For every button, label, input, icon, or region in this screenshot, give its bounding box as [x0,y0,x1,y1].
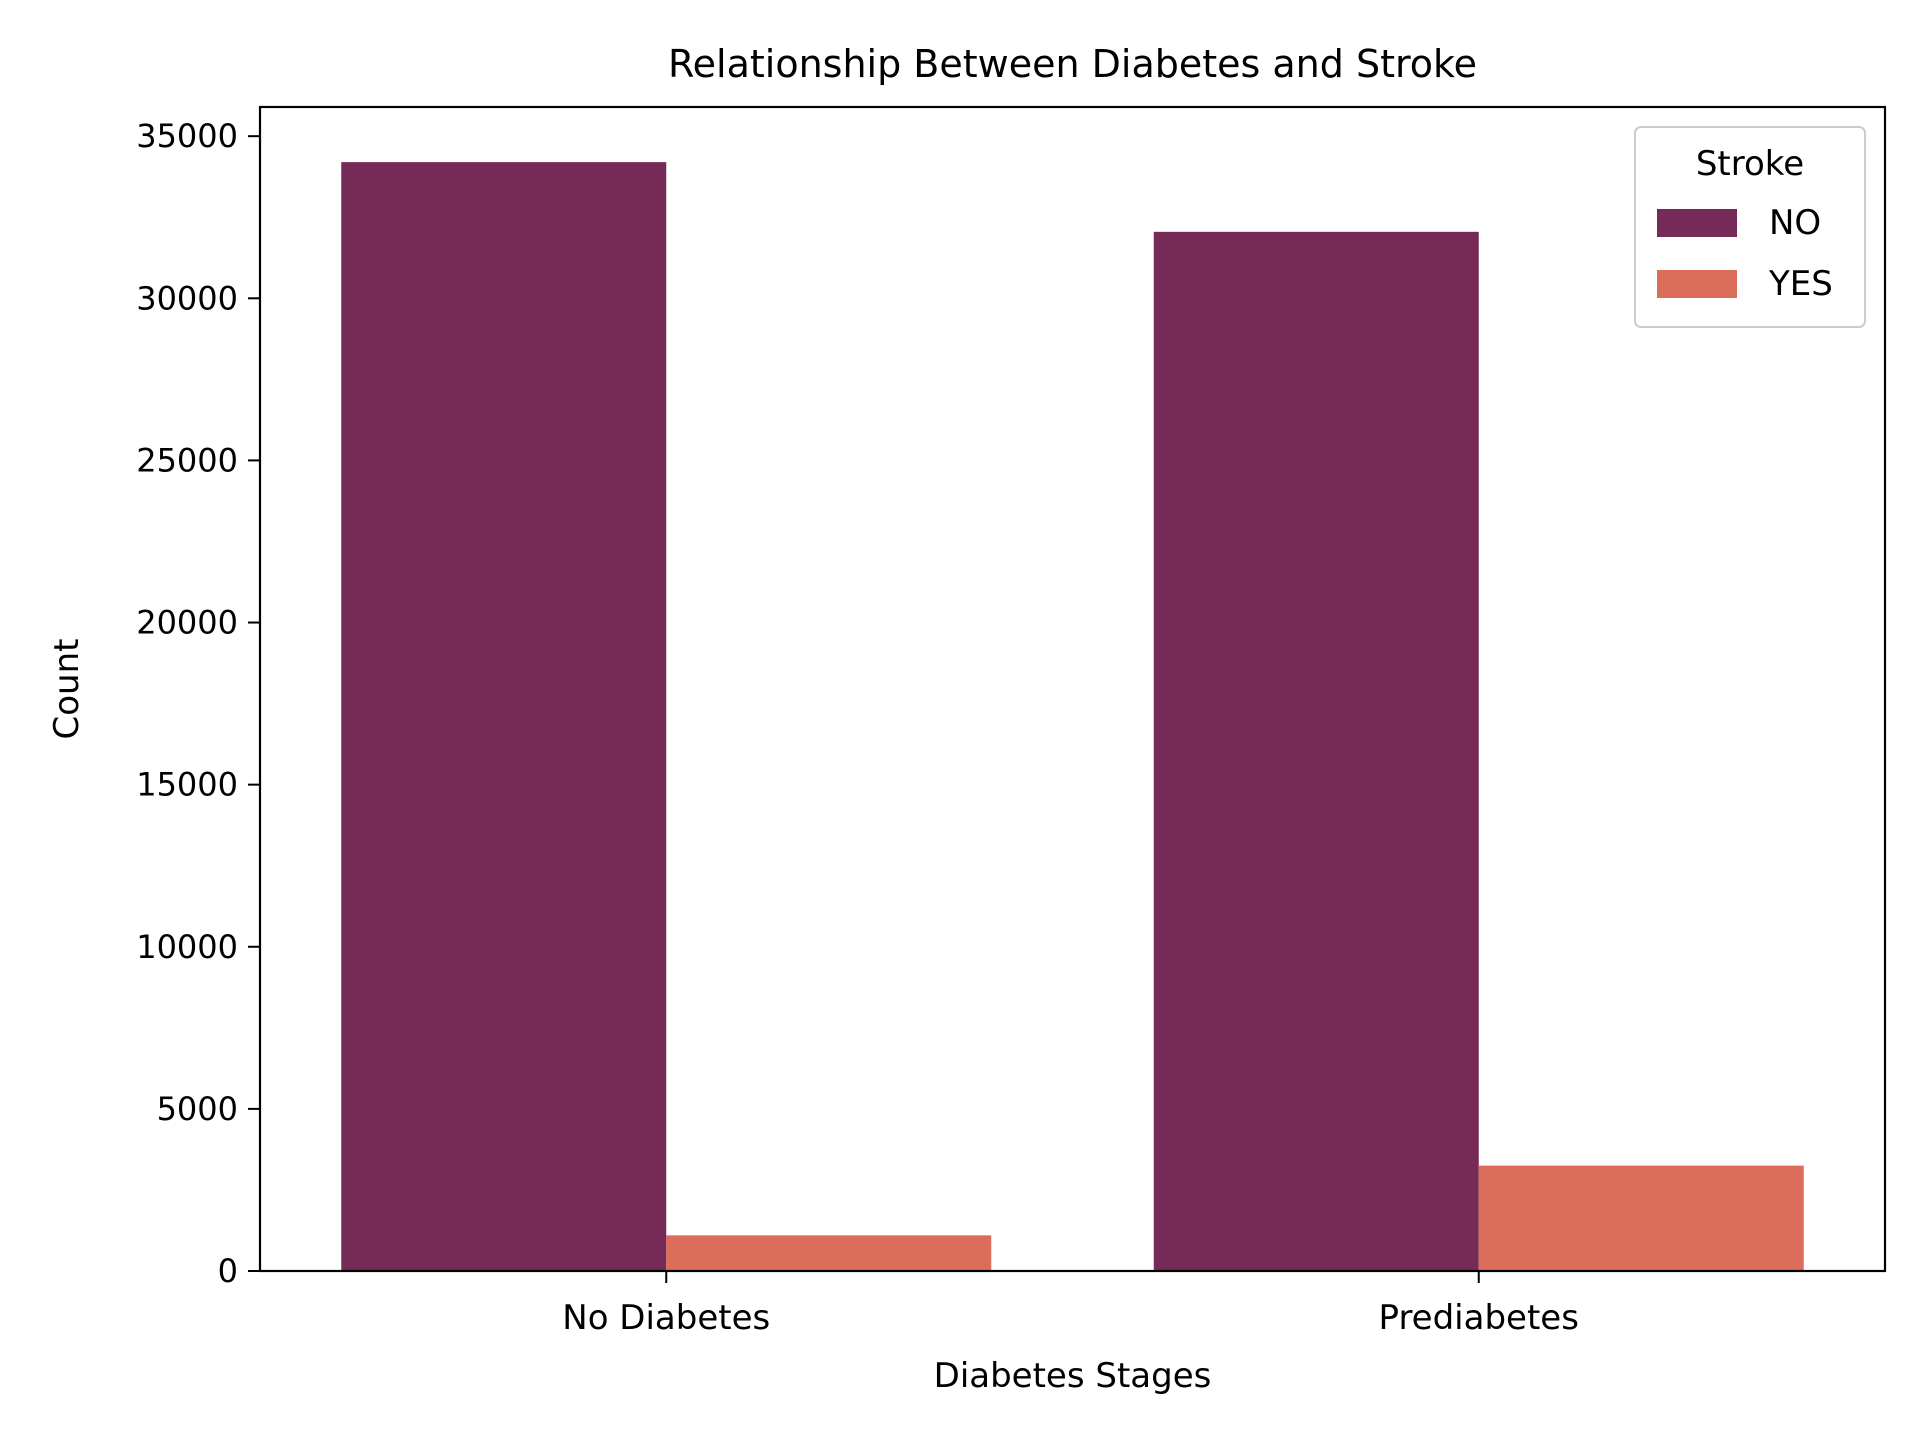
legend-swatch-no [1657,209,1737,237]
chart-title: Relationship Between Diabetes and Stroke [668,42,1477,86]
y-tick-label: 5000 [157,1090,238,1128]
x-tick-label: Prediabetes [1379,1298,1579,1338]
bar-yes-1 [1478,1165,1804,1271]
x-tick-label: No Diabetes [562,1298,770,1338]
legend: Stroke NO YES [1634,126,1866,328]
y-tick-label: 30000 [136,279,238,317]
legend-title: Stroke [1696,144,1804,184]
axes-frame [258,105,1887,1273]
legend-swatch-yes [1657,270,1737,298]
y-tick-label: 0 [218,1252,238,1290]
bar-yes-0 [666,1235,992,1271]
bars-group [341,162,1804,1272]
bar-no-0 [341,162,667,1272]
bar-no-1 [1153,231,1479,1271]
x-axis-ticks: No Diabetes Prediabetes [562,1271,1579,1338]
y-tick-label: 15000 [136,766,238,804]
legend-label-no: NO [1769,203,1821,243]
y-axis-label: Count [47,639,87,740]
legend-label-yes: YES [1768,264,1833,304]
y-tick-label: 35000 [136,117,238,155]
y-tick-label: 20000 [136,604,238,642]
y-axis-ticks: 0 5000 10000 15000 20000 25000 30000 35000 [136,117,260,1290]
y-tick-label: 10000 [136,928,238,966]
y-tick-label: 25000 [136,441,238,479]
x-axis-label: Diabetes Stages [934,1356,1212,1396]
